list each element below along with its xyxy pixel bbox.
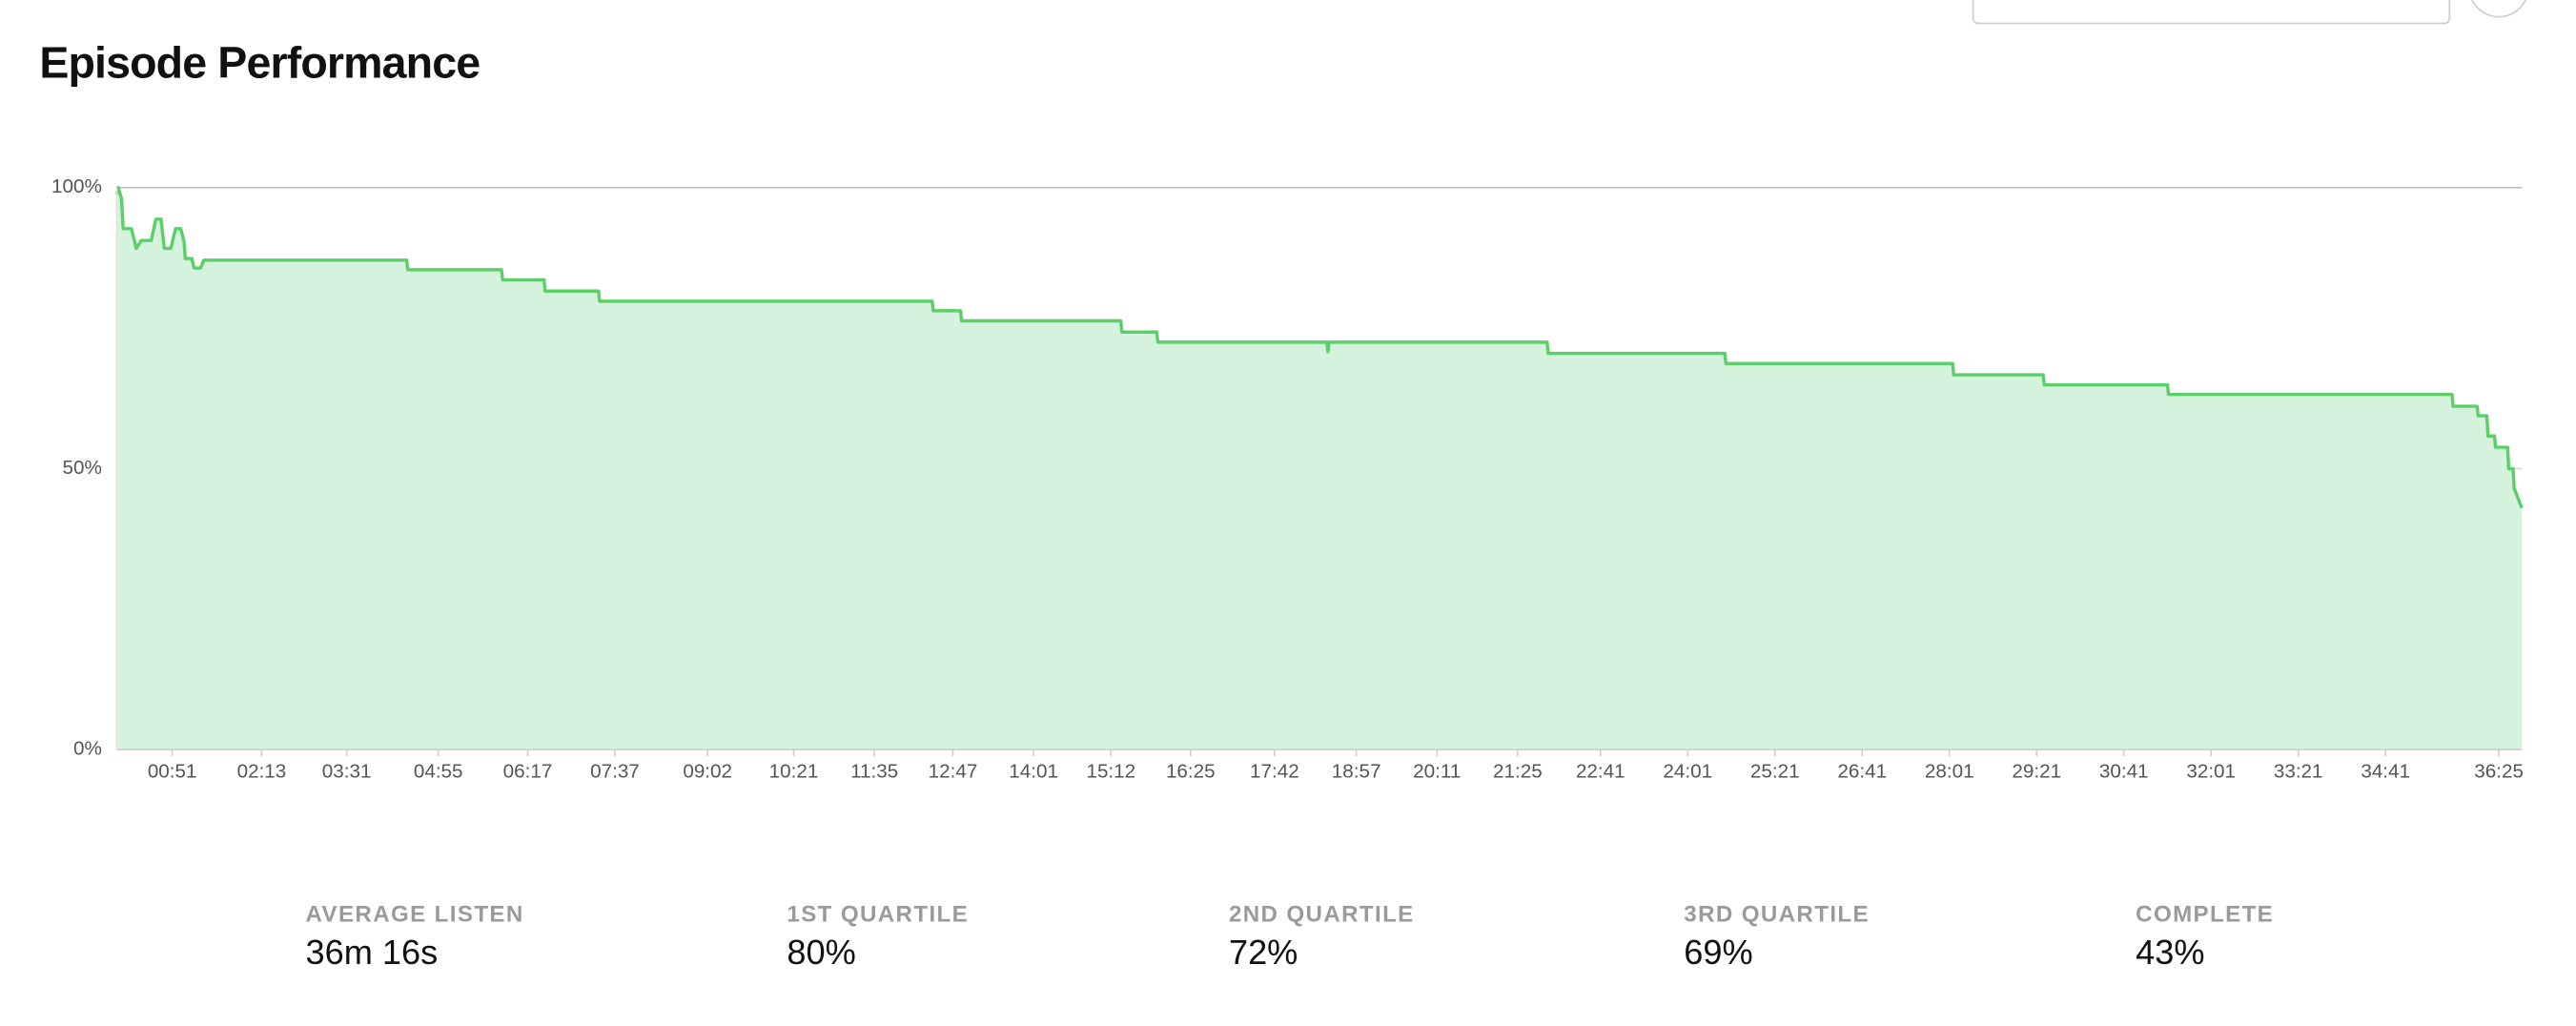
x-tick-label: 22:41 [1576, 761, 1625, 783]
stat-value: 69% [1684, 933, 1752, 972]
x-tick-label: 09:02 [683, 761, 732, 783]
x-tick-label: 36:25 [2474, 761, 2524, 783]
y-tick-label: 50% [62, 457, 101, 479]
stat-label: AVERAGE LISTEN [306, 902, 524, 928]
x-tick-label: 10:21 [769, 761, 819, 783]
x-tick-label: 24:01 [1663, 761, 1712, 783]
retention-line [114, 186, 2524, 509]
x-tick-label: 06:17 [503, 761, 553, 783]
stat-label: 3RD QUARTILE [1684, 902, 1870, 928]
stat-label: 1ST QUARTILE [787, 902, 969, 928]
help-button[interactable] [2469, 0, 2528, 18]
x-tick-label: 29:21 [2012, 761, 2061, 783]
x-tick-label: 14:01 [1009, 761, 1058, 783]
stat-value: 72% [1229, 933, 1298, 972]
x-tick-label: 12:47 [929, 761, 978, 783]
x-tick-label: 11:35 [850, 761, 898, 783]
x-tick-label: 18:57 [1332, 761, 1381, 783]
x-tick-label: 15:12 [1086, 761, 1135, 783]
x-tick-label: 00:51 [148, 761, 197, 783]
x-tick-label: 03:31 [322, 761, 372, 783]
x-tick-label: 20:11 [1413, 761, 1461, 783]
x-tick-label: 04:55 [414, 761, 463, 783]
x-tick-label: 16:25 [1166, 761, 1216, 783]
y-tick-label: 0% [73, 738, 102, 760]
x-tick-label: 33:21 [2274, 761, 2323, 783]
stat-value: 36m 16s [306, 933, 439, 972]
area-fill [116, 187, 2523, 750]
stats: AVERAGE LISTEN 36m 16s 1ST QUARTILE 80% 2ND … [306, 902, 2274, 973]
x-tick-label: 30:41 [2099, 761, 2149, 783]
x-tick-label: 07:37 [590, 761, 640, 783]
page-title: Episode Performance [39, 38, 480, 88]
stat-value: 43% [2136, 933, 2204, 972]
x-tick-label: 34:41 [2361, 761, 2410, 783]
chart: 0% 50% 100% 00:51 02:13 03:31 04:55 06:17 07:37 0… [51, 175, 2524, 782]
x-tick-label: 26:41 [1837, 761, 1887, 783]
x-tick-label: 32:01 [2186, 761, 2236, 783]
dropdown[interactable] [1972, 0, 2451, 25]
x-tick-label: 25:21 [1750, 761, 1800, 783]
x-tick-label: 21:25 [1493, 761, 1543, 783]
x-tick-label: 02:13 [237, 761, 287, 783]
stat-label: COMPLETE [2136, 902, 2274, 928]
stat-value: 80% [787, 933, 855, 972]
y-tick-label: 100% [51, 175, 102, 197]
stat-label: 2ND QUARTILE [1229, 902, 1415, 928]
x-tick-label: 17:42 [1250, 761, 1299, 783]
x-tick-label: 28:01 [1925, 761, 1974, 783]
